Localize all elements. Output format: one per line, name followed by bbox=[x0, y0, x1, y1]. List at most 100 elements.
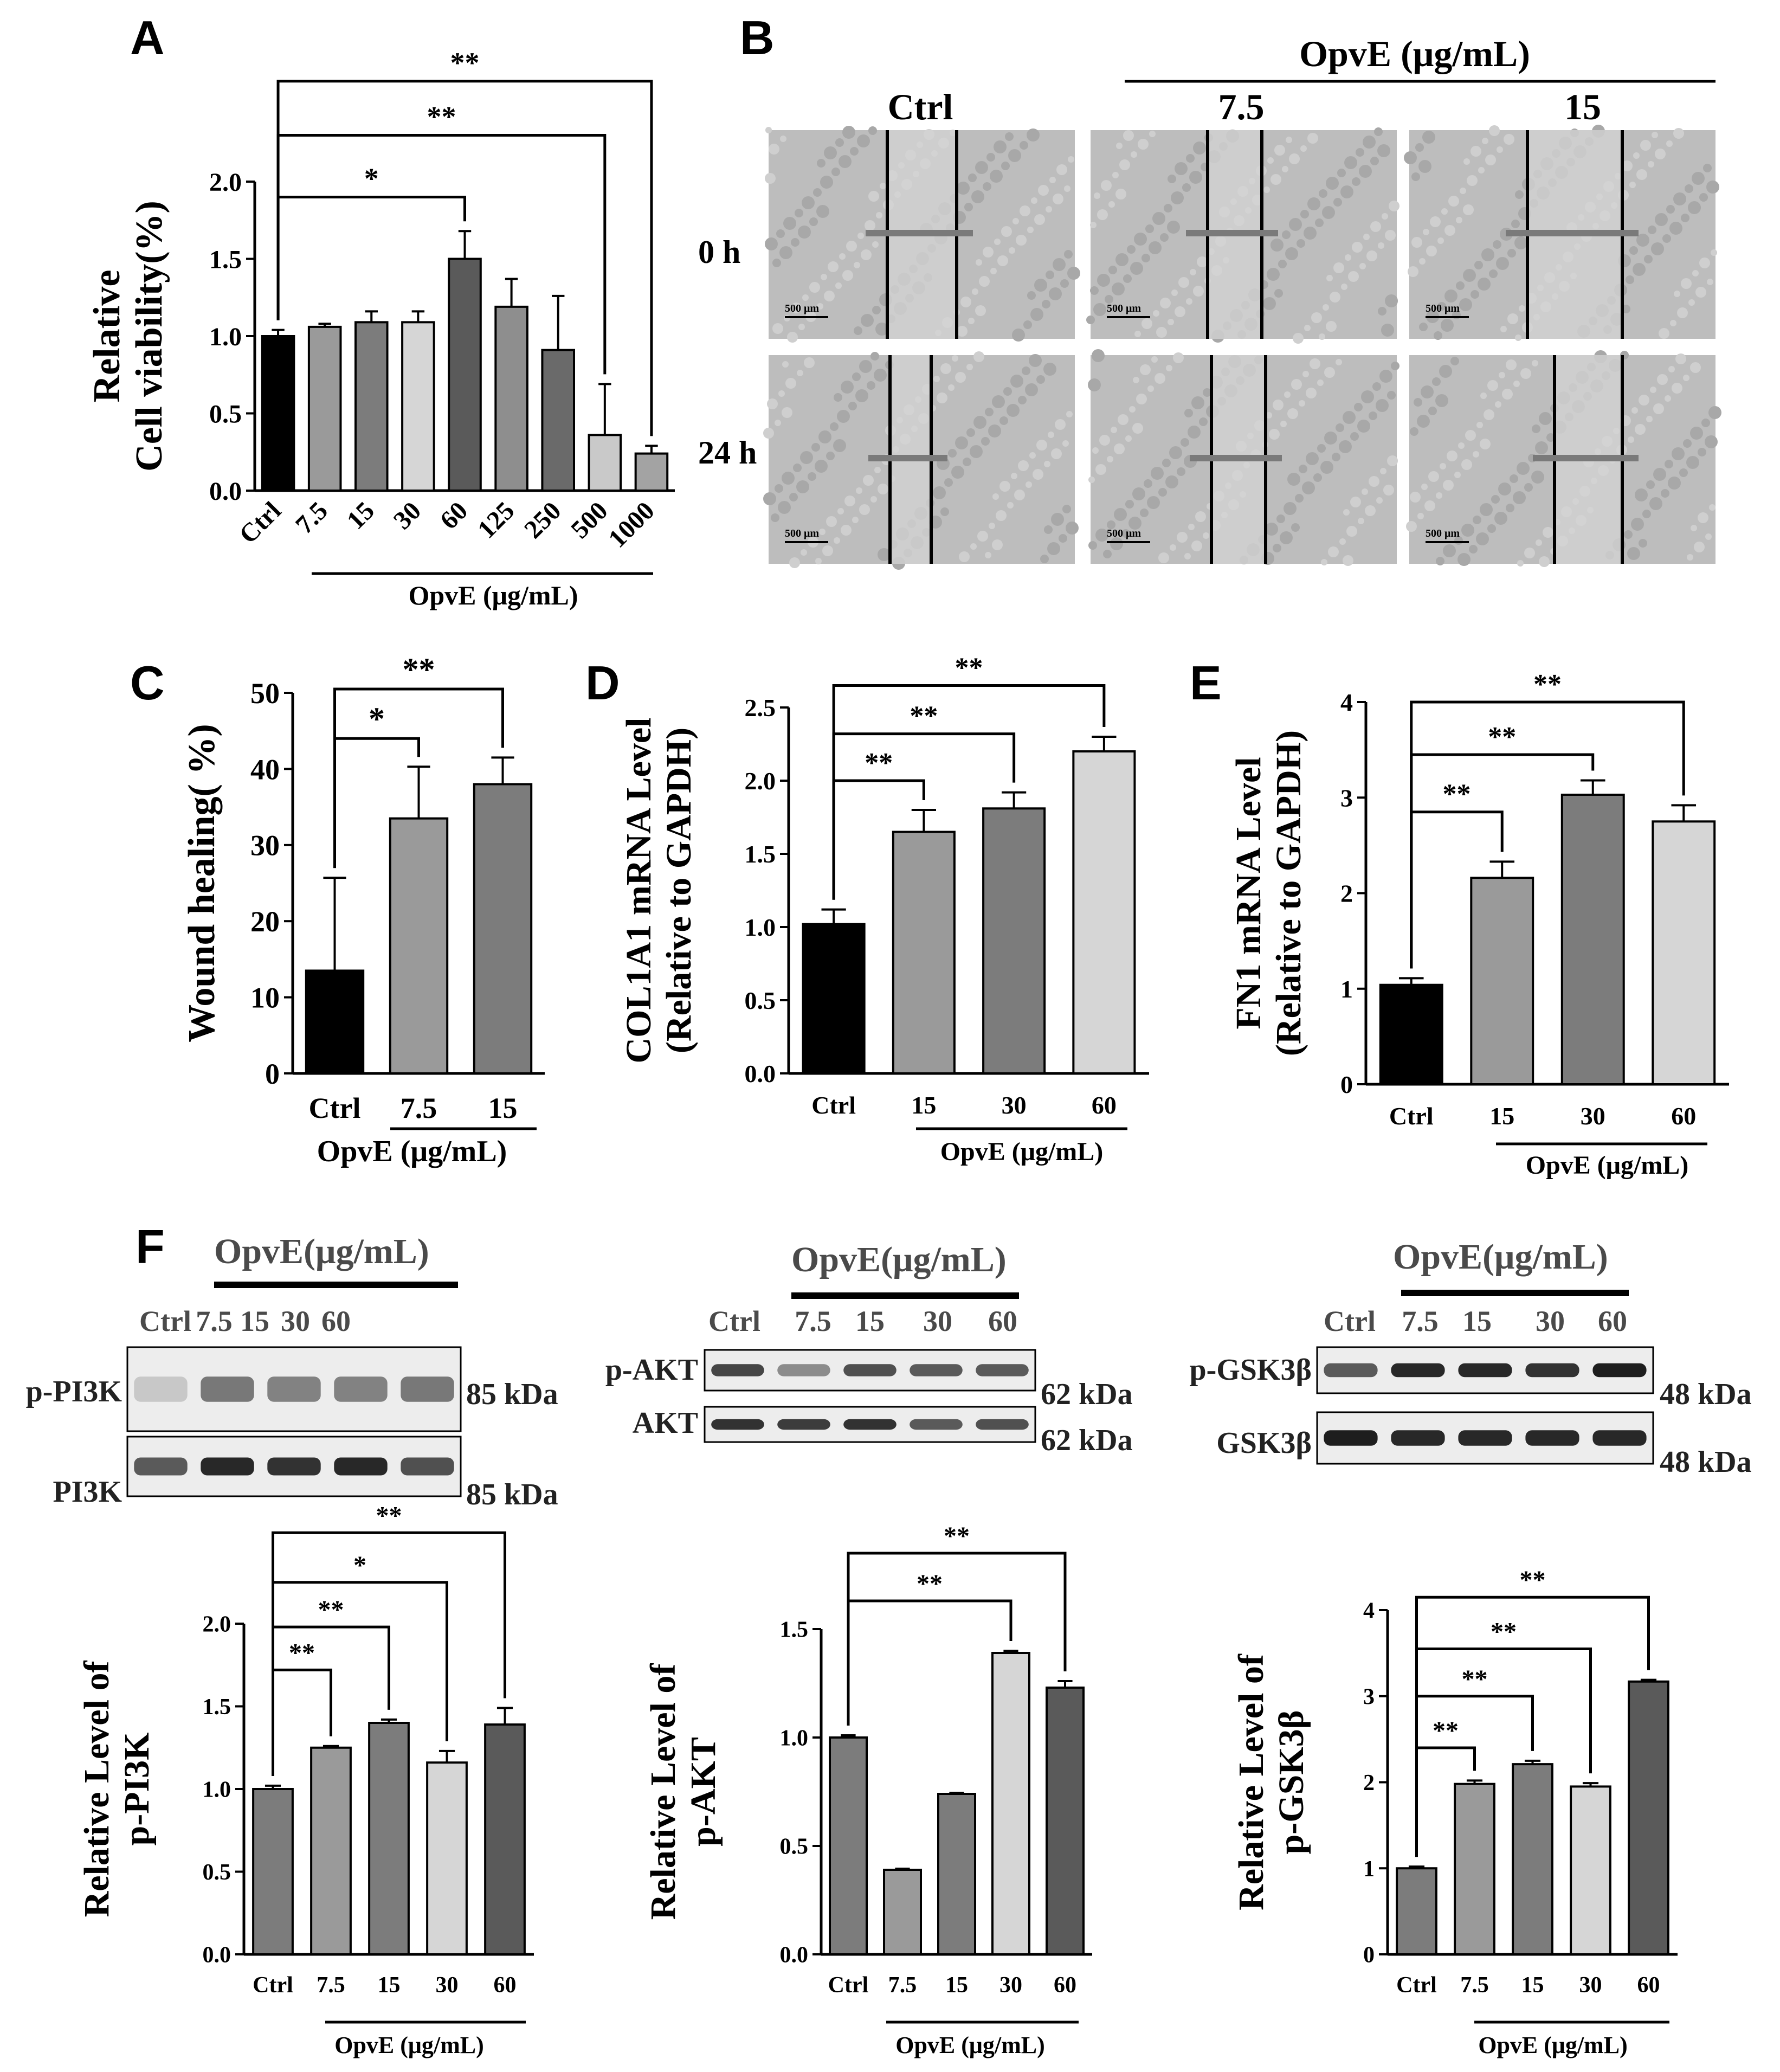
cell-texture bbox=[1168, 319, 1174, 325]
x-axis-title: OpvE (μg/mL) bbox=[895, 2032, 1045, 2058]
significance-bracket bbox=[1415, 1595, 1650, 1857]
cell-texture bbox=[1485, 155, 1496, 165]
cell-texture bbox=[1310, 358, 1320, 369]
x-tick-label: Ctrl bbox=[1389, 1102, 1434, 1130]
cell-texture bbox=[1133, 377, 1139, 383]
blot-band bbox=[711, 1419, 764, 1430]
y-tick-label: 0.0 bbox=[780, 1943, 809, 1968]
cell-texture bbox=[1345, 254, 1351, 261]
bar-Ctrl bbox=[305, 969, 365, 1074]
cell-texture bbox=[1459, 298, 1472, 311]
cell-texture bbox=[1441, 208, 1448, 215]
significance-bracket bbox=[272, 1531, 506, 1776]
cell-texture bbox=[1695, 287, 1706, 298]
cell-texture bbox=[1333, 198, 1342, 207]
cell-texture bbox=[767, 398, 778, 409]
cell-texture bbox=[1626, 275, 1634, 284]
cell-texture bbox=[1443, 544, 1456, 557]
significance-label: * bbox=[369, 701, 385, 737]
cell-texture bbox=[1273, 400, 1284, 410]
cell-texture bbox=[1315, 218, 1324, 227]
cell-texture bbox=[1437, 237, 1444, 244]
significance-label: ** bbox=[1433, 1716, 1459, 1745]
cell-texture bbox=[1140, 364, 1151, 375]
bar-60 bbox=[1046, 1687, 1085, 1955]
cell-texture bbox=[1650, 387, 1656, 393]
cell-texture bbox=[1385, 294, 1398, 307]
cell-texture bbox=[1115, 253, 1128, 266]
cell-texture bbox=[1698, 512, 1708, 523]
cell-texture bbox=[1624, 530, 1633, 539]
cell-texture bbox=[811, 443, 820, 452]
cell-texture bbox=[1633, 152, 1640, 159]
panel-letter-e: E bbox=[1190, 656, 1222, 710]
cell-texture bbox=[782, 472, 795, 485]
bar-30 bbox=[1570, 1785, 1611, 1955]
cell-texture bbox=[948, 384, 955, 391]
cell-texture bbox=[957, 326, 968, 337]
scale-bar-label: 500 μm bbox=[1107, 303, 1141, 314]
significance-label: ** bbox=[910, 701, 938, 732]
cell-texture bbox=[1507, 249, 1516, 258]
cell-texture bbox=[992, 395, 1005, 408]
cell-texture bbox=[859, 504, 870, 515]
cell-texture bbox=[1498, 482, 1511, 496]
cell-texture bbox=[1679, 468, 1688, 477]
cell-texture bbox=[1274, 145, 1285, 156]
cell-texture bbox=[1103, 550, 1112, 558]
cell-texture bbox=[1129, 406, 1136, 413]
blot-header: OpvE(μg/mL) bbox=[791, 1240, 1007, 1279]
cell-texture bbox=[1441, 319, 1454, 332]
cell-texture bbox=[1348, 271, 1359, 282]
blot-band bbox=[976, 1364, 1029, 1376]
cell-texture bbox=[1703, 164, 1712, 172]
cell-texture bbox=[1698, 448, 1706, 456]
cell-texture bbox=[1005, 132, 1014, 141]
y-tick-label: 1.0 bbox=[745, 913, 776, 941]
y-axis-title: p-PI3K bbox=[117, 1732, 157, 1845]
cell-texture bbox=[1265, 523, 1278, 536]
cell-texture bbox=[1359, 165, 1372, 178]
cell-texture bbox=[1018, 396, 1027, 404]
cell-texture bbox=[1685, 184, 1693, 193]
cell-texture bbox=[1280, 531, 1293, 544]
x-tick-label: 7.5 bbox=[401, 1092, 437, 1124]
cell-texture bbox=[1027, 128, 1040, 141]
y-tick-label: 1.5 bbox=[209, 245, 242, 274]
panel-b-row-0h: 0 h bbox=[698, 234, 740, 270]
blot-band bbox=[910, 1364, 963, 1376]
cell-texture bbox=[1276, 514, 1285, 523]
cell-texture bbox=[1263, 186, 1270, 193]
cell-texture bbox=[1088, 378, 1101, 391]
cell-texture bbox=[999, 416, 1008, 425]
cell-texture bbox=[940, 363, 951, 374]
cell-texture bbox=[1127, 245, 1136, 254]
cell-texture bbox=[1370, 221, 1381, 232]
cell-texture bbox=[1688, 299, 1695, 306]
x-tick-label: Ctrl bbox=[309, 1092, 361, 1124]
cell-texture bbox=[1023, 320, 1032, 329]
cell-texture bbox=[1494, 512, 1507, 525]
y-tick-label: 0.5 bbox=[209, 400, 242, 428]
cell-texture bbox=[1284, 391, 1291, 398]
cell-texture bbox=[1524, 483, 1533, 492]
cell-texture bbox=[1707, 279, 1713, 285]
cell-texture bbox=[1118, 414, 1128, 425]
cell-texture bbox=[1629, 182, 1636, 188]
cell-texture bbox=[870, 496, 877, 503]
cell-texture bbox=[1653, 468, 1666, 481]
cell-texture bbox=[1203, 388, 1211, 397]
cell-texture bbox=[876, 212, 882, 218]
cell-texture bbox=[1188, 524, 1195, 530]
cell-texture bbox=[1414, 398, 1422, 407]
cell-texture bbox=[1297, 239, 1305, 248]
cell-texture bbox=[1495, 401, 1501, 408]
cell-texture bbox=[1175, 306, 1185, 317]
cell-texture bbox=[1434, 331, 1442, 340]
y-tick-label: 2.0 bbox=[745, 767, 776, 795]
blot-kda-label: 62 kDa bbox=[1041, 1378, 1133, 1411]
cell-texture bbox=[1428, 471, 1439, 482]
cell-texture bbox=[1636, 234, 1649, 247]
cell-texture bbox=[1444, 225, 1455, 236]
